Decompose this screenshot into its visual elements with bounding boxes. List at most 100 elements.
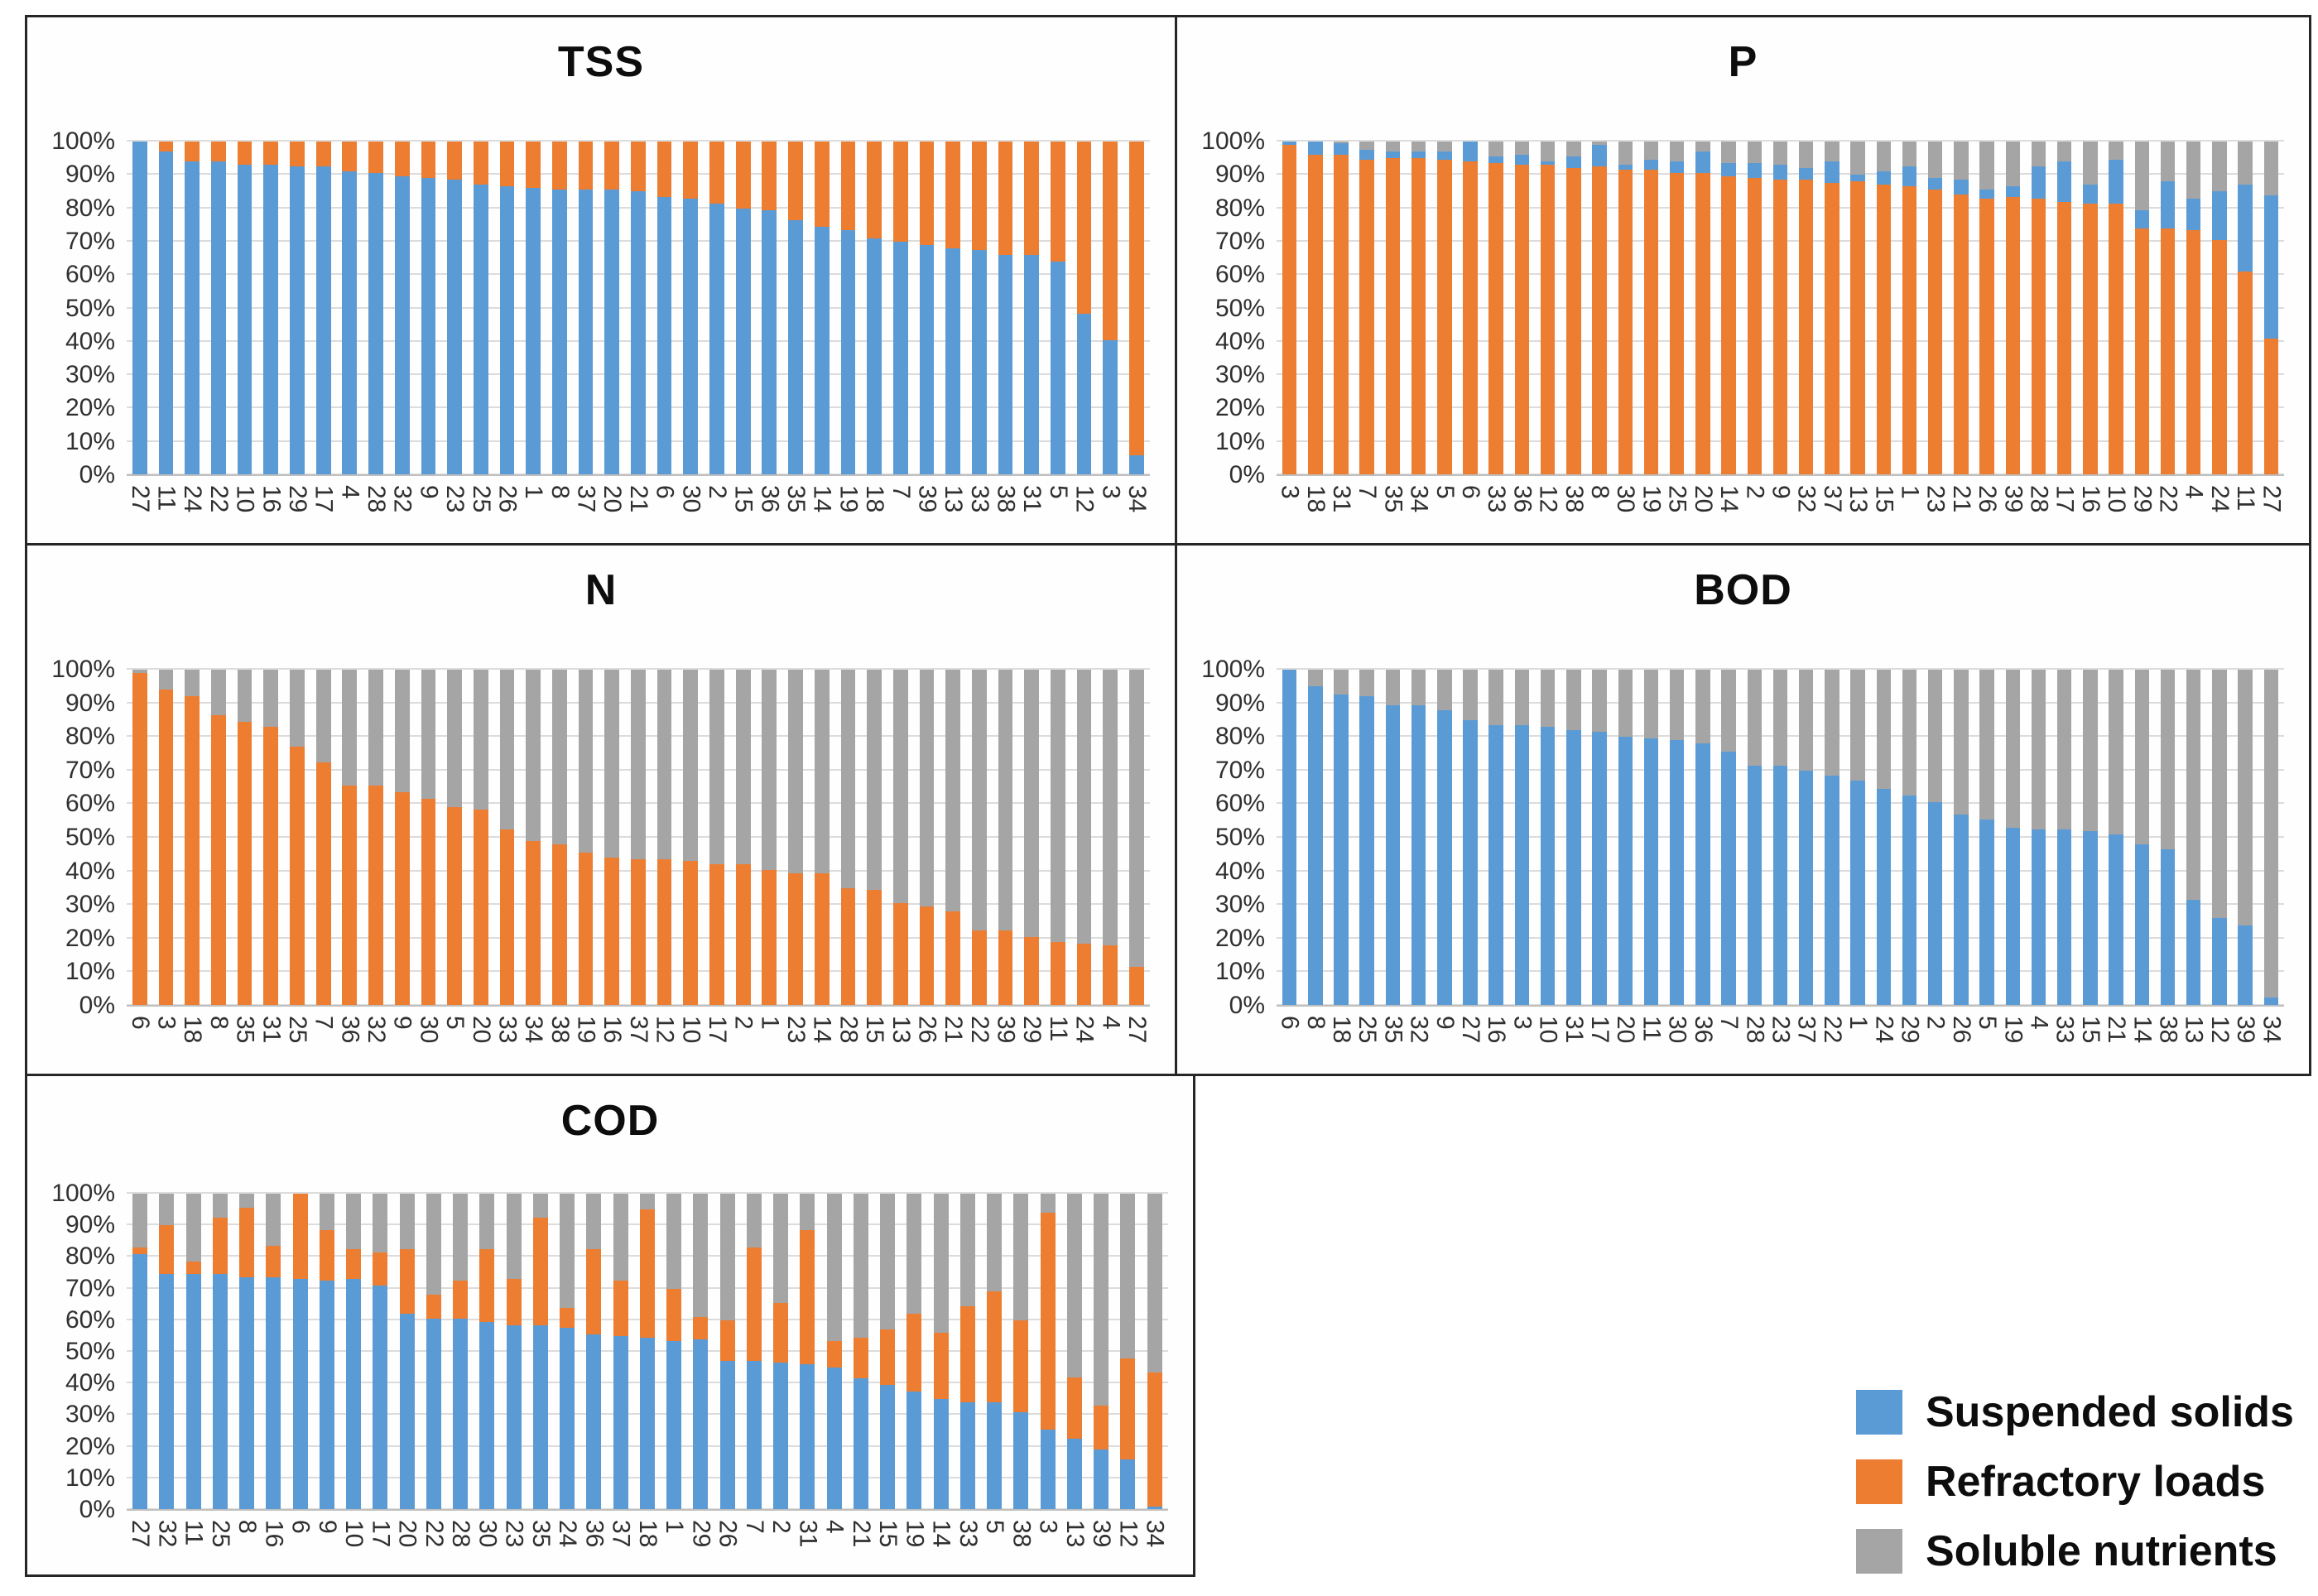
x-slot: 32 [1793, 485, 1820, 512]
bar-segment [394, 792, 410, 1006]
x-axis-label: 10 [2103, 485, 2131, 513]
bar-segment [1592, 142, 1607, 146]
bar-segment [1618, 165, 1633, 171]
x-axis-label: 10 [340, 1520, 368, 1548]
x-slot: 27 [1457, 1016, 1484, 1043]
y-axis-tick: 90% [65, 1211, 115, 1239]
x-axis-label: 7 [310, 1016, 338, 1030]
bar-segment [1695, 173, 1710, 475]
bar-slot [993, 142, 1019, 475]
stacked-bar [2186, 670, 2201, 1006]
x-slot: 10 [340, 1520, 368, 1548]
bar-slot [179, 142, 205, 475]
x-axis-label: 11 [1638, 1016, 1666, 1042]
plot-area-bod: 0% 10% 20% 30% 40% 50% 60% 70% 80% 90% 100% 6 8 18 25 3… [1201, 657, 2285, 1044]
bar-segment [1051, 670, 1065, 942]
x-slot: 37 [1819, 485, 1846, 512]
stacked-bar [1147, 1194, 1162, 1510]
bar-segment [840, 142, 856, 230]
bar-slot [1561, 142, 1586, 475]
bar-segment [683, 198, 699, 475]
bar-segment [1721, 163, 1736, 177]
bar-slot [207, 1194, 233, 1510]
bar-segment [1120, 1358, 1136, 1459]
bar-segment [551, 670, 567, 845]
x-axis-label: 27 [2258, 485, 2286, 513]
bar-segment [746, 1194, 762, 1247]
stacked-bar [368, 670, 383, 1006]
x-axis-label: 34 [2258, 1016, 2286, 1044]
x-axis-label: 20 [467, 1016, 495, 1044]
bar-segment [1825, 670, 1839, 776]
bar-slot [1897, 142, 1922, 475]
x-axis-label: 38 [1560, 485, 1588, 513]
x-slot: 4 [336, 485, 363, 512]
bar-slot [1819, 670, 1844, 1006]
bar-slot [1638, 670, 1664, 1006]
stacked-bar [373, 1194, 388, 1510]
bar-slot [1277, 142, 1302, 475]
bar-segment [211, 161, 226, 475]
x-slot: 3 [153, 1016, 180, 1043]
bar-slot [2129, 670, 2155, 1006]
bar-slot [1406, 670, 1431, 1006]
x-slot: 35 [782, 485, 810, 512]
stacked-bar [631, 670, 646, 1006]
stacked-bar [2212, 142, 2227, 475]
bar-segment [1979, 142, 1994, 190]
legend-label: Refractory loads [1926, 1458, 2266, 1506]
bar-segment [473, 142, 488, 185]
x-axis-label: 37 [624, 1016, 652, 1044]
bar-segment [1747, 163, 1762, 179]
x-axis-label: 38 [1008, 1520, 1036, 1548]
bar-segment [506, 1279, 522, 1325]
stacked-bar [1695, 670, 1710, 1006]
bar-segment [1618, 142, 1633, 166]
bar-segment [373, 1252, 388, 1286]
stacked-bar [773, 1194, 789, 1510]
bar-segment [1051, 941, 1065, 1006]
stacked-bar [656, 142, 672, 475]
bar-slot [1380, 142, 1406, 475]
x-axis-label: 17 [310, 485, 338, 513]
stacked-bar [2238, 670, 2253, 1006]
x-slot: 4 [2025, 1016, 2052, 1043]
bar-segment [1747, 178, 1762, 475]
y-axis-tick: 70% [65, 756, 115, 784]
legend-item-suspended-solids: Suspended solids [1856, 1387, 2294, 1437]
bar-segment [867, 142, 882, 238]
bar-segment [814, 142, 830, 227]
x-axis-label: 36 [1689, 1016, 1717, 1044]
y-axis-tick: 100% [51, 127, 115, 155]
x-axis-label: 12 [2205, 1016, 2234, 1044]
bar-segment [132, 142, 147, 475]
bar-segment [1334, 142, 1349, 144]
bar-slot [599, 670, 625, 1006]
stacked-bar [266, 1194, 281, 1510]
x-slot: 32 [1406, 1016, 1433, 1043]
bar-segment [1129, 670, 1144, 968]
bars-container [1277, 670, 2284, 1006]
bar-segment [735, 670, 751, 865]
stacked-bar [1120, 1194, 1136, 1510]
stacked-bar [368, 142, 383, 475]
stacked-bar [604, 142, 620, 475]
bar-segment [1308, 686, 1323, 1006]
bar-segment [526, 142, 541, 189]
stacked-bar [263, 670, 279, 1006]
y-axis-tick: 20% [1214, 394, 1265, 422]
x-axis-label: 16 [599, 1016, 627, 1044]
bar-segment [2212, 670, 2227, 919]
bar-segment [1850, 181, 1865, 475]
x-slot: 28 [1741, 1016, 1768, 1043]
bar-segment [551, 844, 567, 1006]
bar-slot [1097, 670, 1123, 1006]
bar-slot [1071, 142, 1098, 475]
x-slot: 39 [2232, 1016, 2259, 1043]
y-axis-tick: 50% [65, 824, 115, 851]
x-slot: 15 [1870, 485, 1897, 512]
bar-segment [998, 930, 1013, 1006]
bar-segment [373, 1194, 388, 1252]
stacked-bar [613, 1194, 628, 1510]
bar-segment [666, 1340, 682, 1510]
